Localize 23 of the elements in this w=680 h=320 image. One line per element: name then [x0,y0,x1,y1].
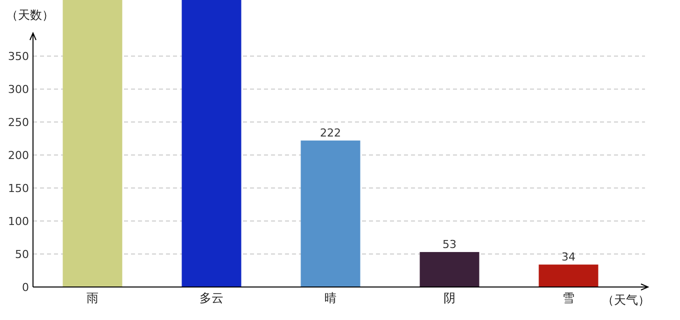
bar [420,252,480,287]
y-tick-label: 150 [8,182,29,196]
y-tick-label: 250 [8,116,29,130]
data-label: 34 [562,250,576,264]
y-tick-label: 50 [15,248,29,262]
data-label: 53 [442,238,456,252]
x-tick-label: 雪 [562,291,574,305]
y-tick-label: 350 [8,50,29,64]
y-tick-label: 0 [22,281,29,294]
y-tick-label: 300 [8,83,29,96]
y-tick-label: 100 [8,215,29,228]
y-tick-label: 200 [8,149,29,162]
x-axis-title: （天气） [602,293,650,307]
x-tick-label: 多云 [200,291,224,305]
x-tick-label: 晴 [324,291,336,305]
bar [62,0,122,287]
bar [182,0,242,287]
data-label: 222 [320,126,341,140]
bar [538,264,598,287]
x-tick-label: 阴 [444,291,456,305]
x-tick-label: 雨 [86,291,98,305]
y-axis-title: （天数） [6,8,54,22]
bar [300,140,360,287]
